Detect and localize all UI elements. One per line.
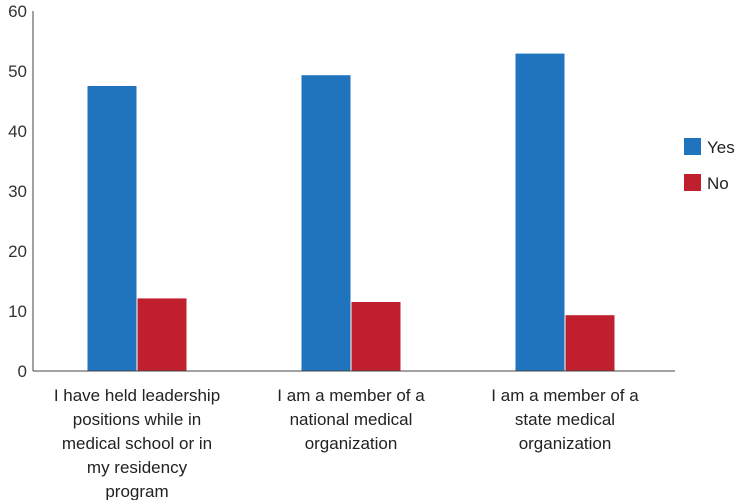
bar-no-3 — [565, 315, 615, 371]
y-tick-label: 30 — [8, 182, 27, 201]
legend-swatch-no — [684, 174, 701, 191]
x-axis-labels: I have held leadership positions while in… — [54, 386, 639, 500]
bar-no-1 — [137, 298, 187, 371]
x-category-label: I have held leadership positions while in… — [54, 386, 220, 500]
bar-yes-1 — [87, 86, 137, 371]
legend-swatch-yes — [684, 138, 701, 155]
y-tick-label: 0 — [18, 362, 27, 381]
y-tick-label: 60 — [8, 2, 27, 21]
bar-yes-2 — [301, 75, 351, 371]
bar-yes-3 — [515, 53, 565, 371]
y-tick-label: 20 — [8, 242, 27, 261]
y-tick-label: 50 — [8, 62, 27, 81]
legend-label-yes: Yes — [707, 138, 735, 157]
legend-label-no: No — [707, 174, 729, 193]
y-axis-ticks: 0 10 20 30 40 50 60 — [8, 2, 27, 381]
x-category-label: I am a member of a state medical organizat… — [491, 386, 639, 453]
y-tick-label: 40 — [8, 122, 27, 141]
bar-no-2 — [351, 302, 401, 371]
legend: Yes No — [684, 138, 735, 193]
y-tick-label: 10 — [8, 302, 27, 321]
x-category-label: I am a member of a national medical organi… — [277, 386, 425, 453]
bars — [87, 53, 615, 371]
